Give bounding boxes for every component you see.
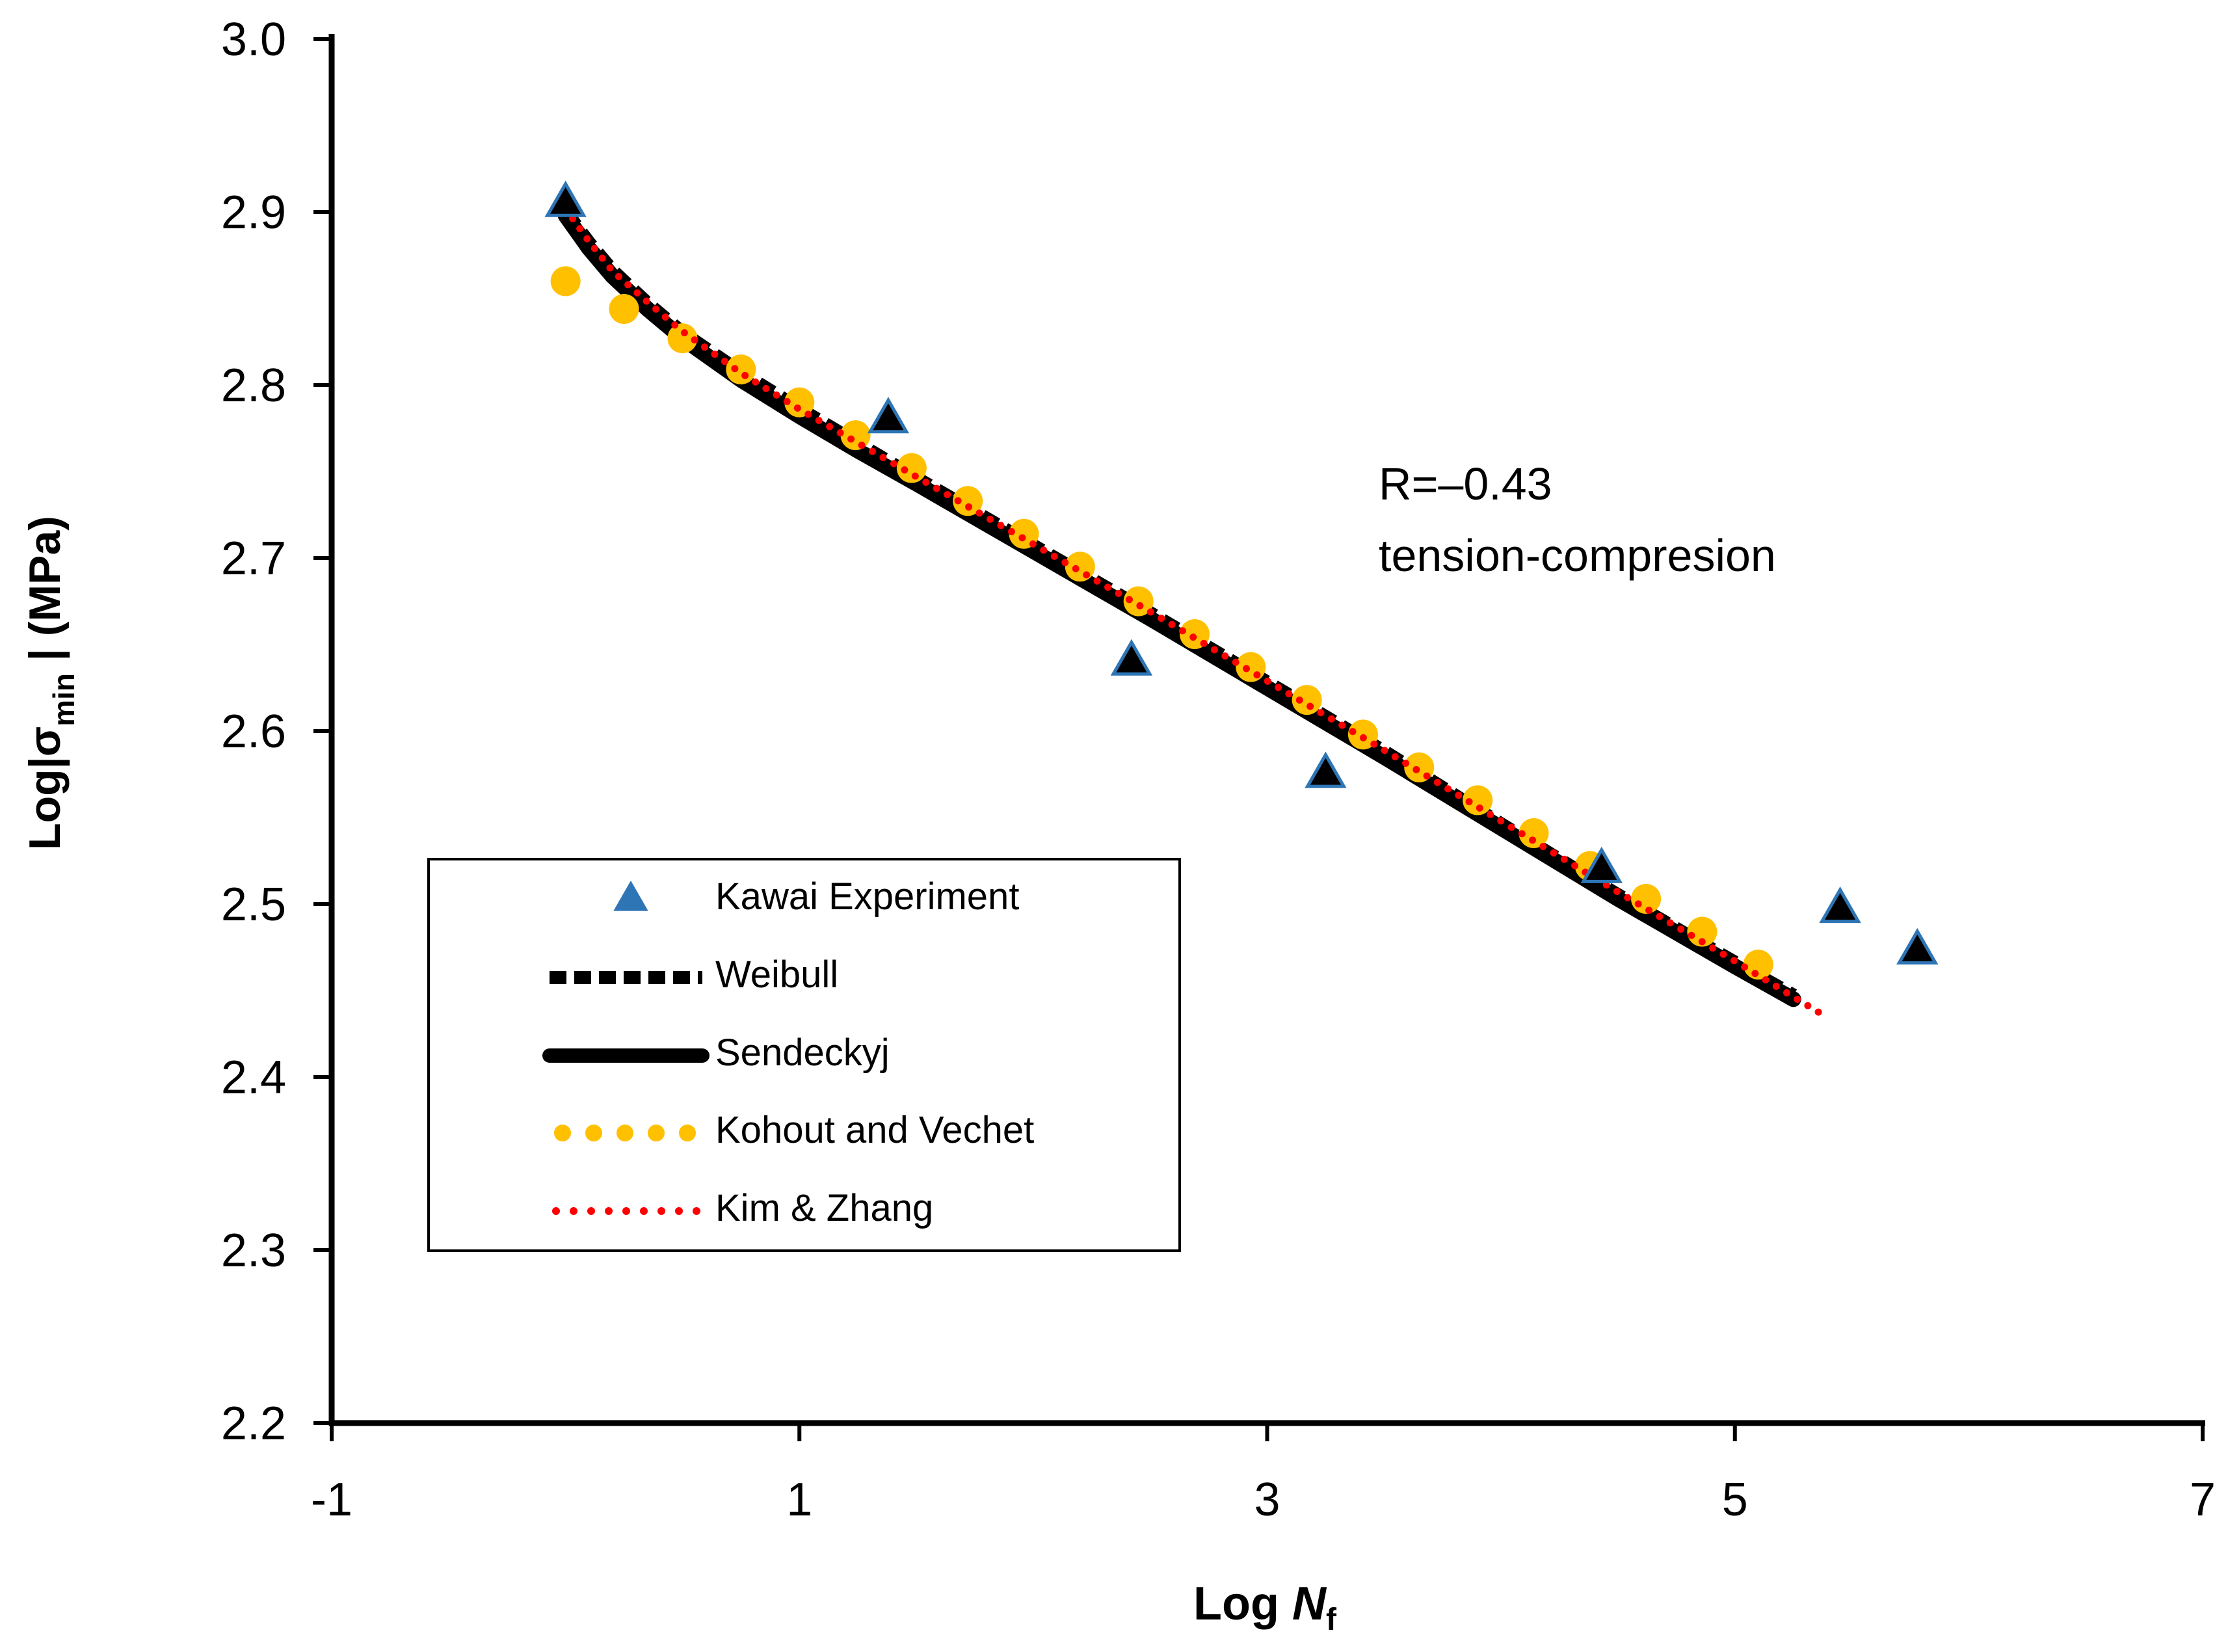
x-axis-label: Log Nf <box>1193 1578 1337 1637</box>
series-kohout-vechet-point <box>667 323 698 354</box>
y-tick-label: 2.6 <box>221 706 286 758</box>
y-tick-label: 2.4 <box>221 1052 286 1104</box>
legend-item-sendeckyj: Sendeckyj <box>542 1032 890 1074</box>
series-kawai-point <box>1305 751 1347 788</box>
y-axis-label-subscript: min <box>47 673 81 726</box>
series-kawai-point <box>1896 927 1939 965</box>
series-layer <box>544 180 1939 1022</box>
y-tick-label: 2.8 <box>221 360 286 412</box>
series-kohout-vechet-point <box>609 293 639 324</box>
series-kohout-vechet-point <box>1687 916 1717 947</box>
series-kohout-vechet-point <box>840 420 871 451</box>
series-kohout-vechet-point <box>1236 652 1266 682</box>
legend-kohout-vechet-dot <box>648 1125 665 1141</box>
legend-kohout-vechet-dot <box>679 1125 696 1141</box>
annotation-loading-mode: tension-compresion <box>1379 530 1776 581</box>
series-kawai-point <box>1819 886 1861 924</box>
legend-item-kohout-vechet: Kohout and Vechet <box>554 1109 1034 1151</box>
y-axis-label-prefix: Log|σ <box>20 726 70 850</box>
x-tick-label: 3 <box>1254 1474 1280 1526</box>
y-tick-label: 2.9 <box>221 187 286 239</box>
legend: Kawai Experiment Weibull Sendeckyj Kohou… <box>427 858 1181 1252</box>
series-kohout-vechet-point <box>550 266 581 297</box>
y-tick-label: 2.7 <box>221 533 286 585</box>
series-kawai-point <box>1580 846 1623 883</box>
y-tick-label: 2.3 <box>221 1225 286 1277</box>
legend-item-kawai: Kawai Experiment <box>613 875 1019 918</box>
series-kawai-point <box>867 397 910 434</box>
legend-item-weibull: Weibull <box>550 953 838 996</box>
series-kawai-point <box>1110 639 1153 676</box>
ticks-layer: 2.2 2.3 2.4 2.5 2.6 2.7 2.8 2.9 3.0 -1 1 3 5 7 <box>221 14 2216 1526</box>
legend-label-sendeckyj: Sendeckyj <box>715 1032 890 1074</box>
series-kohout-vechet-point <box>896 453 927 483</box>
series-kohout-vechet-point <box>1518 818 1549 848</box>
y-axis-label: Log|σmin | (MPa) <box>20 516 81 850</box>
x-axis-label-main: Log <box>1193 1578 1292 1630</box>
legend-kohout-vechet-dot <box>585 1125 602 1141</box>
series-kohout-vechet-point <box>784 387 815 418</box>
legend-kawai-marker <box>613 880 648 911</box>
series-kim-zhang-line <box>562 205 1833 1022</box>
legend-label-kim-zhang: Kim & Zhang <box>715 1187 933 1229</box>
legend-swatch-kawai <box>613 880 648 911</box>
annotation-r-ratio: R=–0.43 <box>1379 459 1552 509</box>
y-tick-label: 2.5 <box>221 879 286 931</box>
x-axis-label-variable: N <box>1292 1578 1327 1630</box>
series-kohout-vechet-point <box>1123 586 1154 617</box>
legend-kohout-vechet-dot <box>554 1125 571 1141</box>
series-kohout-vechet-point <box>1463 785 1493 816</box>
x-tick-label: 7 <box>2190 1474 2216 1526</box>
series-kohout-vechet-point <box>1065 552 1095 582</box>
y-axis-label-suffix: | (MPa) <box>20 516 70 673</box>
series-kohout-vechet-point <box>1292 685 1322 715</box>
legend-kohout-vechet-dot <box>617 1125 633 1141</box>
legend-label-kohout-vechet: Kohout and Vechet <box>715 1109 1034 1151</box>
legend-item-kim-zhang: Kim & Zhang <box>552 1187 933 1229</box>
x-tick-label: 1 <box>786 1474 812 1526</box>
x-tick-label: -1 <box>311 1474 352 1526</box>
x-axis-label-subscript: f <box>1326 1603 1337 1637</box>
series-kohout-vechet-point <box>953 486 983 516</box>
legend-label-kawai: Kawai Experiment <box>715 875 1019 918</box>
series-kohout-vechet-point <box>1743 950 1773 980</box>
y-tick-label: 3.0 <box>221 14 286 66</box>
x-tick-label: 5 <box>1722 1474 1748 1526</box>
legend-label-weibull: Weibull <box>715 953 838 996</box>
series-kawai-point <box>544 180 587 217</box>
legend-swatch-kohout-vechet <box>554 1125 696 1141</box>
y-tick-label: 2.2 <box>221 1398 286 1450</box>
series-kohout-vechet-point <box>726 354 756 385</box>
